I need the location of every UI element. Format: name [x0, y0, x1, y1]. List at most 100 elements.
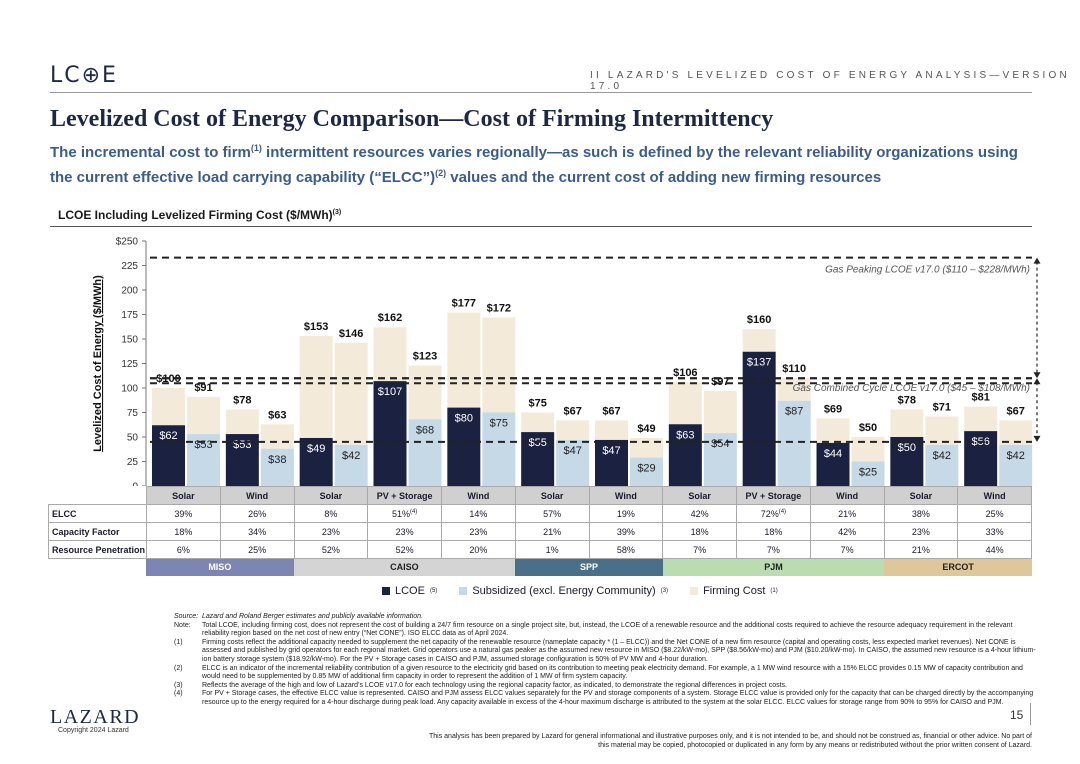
metrics-corner-cell: [48, 486, 147, 505]
bar-base-label: $62: [159, 430, 177, 442]
region-pjm: PJM: [662, 559, 885, 576]
footnote-text: Lazard and Roland Berger estimates and p…: [202, 613, 424, 620]
bar-firming-unsub: [816, 418, 850, 443]
bar-firming-unsub: [595, 420, 628, 440]
bar-total-label: $81: [971, 392, 989, 404]
bar-firming-unsub: [521, 412, 555, 433]
footnote-row: (2) ELCC is an indicator of the increment…: [174, 665, 1036, 682]
bar-base-label: $107: [378, 386, 402, 398]
y-tick-label: 200: [121, 286, 138, 297]
metrics-cell: 25%: [219, 540, 295, 559]
metrics-cell: 1%: [514, 540, 590, 559]
metrics-cell: 6%: [146, 540, 221, 559]
bar-total-label: $71: [933, 401, 951, 413]
metrics-row-label: Resource Penetration: [48, 540, 147, 559]
bar-lcoe-unsub: [964, 431, 998, 486]
lcoe-logo: LC⊕E: [50, 63, 118, 88]
bar-lcoe-sub: [777, 400, 811, 486]
metrics-cell: 23%: [293, 522, 369, 541]
bar-total-label: $49: [637, 423, 655, 435]
metrics-cell: 33%: [957, 522, 1032, 541]
metrics-cell: 26%: [219, 504, 295, 523]
band-arrow-head-down: [1033, 435, 1041, 442]
y-tick-label: $250: [116, 237, 139, 248]
bar-lcoe-sub: [482, 412, 516, 486]
metrics-cell: 39%: [146, 504, 221, 523]
legend-swatch: [459, 587, 468, 595]
metrics-row: Resource Penetration 6% 25% 52% 52% 20% 1% 58% 7…: [48, 540, 1032, 559]
region-miso: MISO: [146, 559, 294, 576]
y-tick-label: 175: [121, 310, 138, 321]
metrics-cell: 8%: [293, 504, 369, 523]
bar-base-label: $80: [455, 413, 473, 425]
bar-total-label: $63: [268, 409, 286, 421]
bar-base-label: $53: [194, 439, 212, 451]
bar-total-label: $91: [194, 382, 212, 394]
legend-label: Firming Cost: [703, 585, 766, 597]
metrics-row-label: Capacity Factor: [48, 522, 147, 541]
legend-item-lcoe: LCOE (5): [382, 585, 437, 597]
bar-total-label: $153: [304, 321, 328, 333]
bar-lcoe-unsub: [668, 424, 702, 486]
bar-firming-sub: [851, 437, 885, 462]
bar-total-label: $160: [747, 314, 771, 326]
footnote-row: Note: Total LCOE, including firming cost,…: [174, 622, 1036, 639]
footnote-text: Reflects the average of the high and low…: [202, 681, 787, 689]
bar-total-label: $106: [673, 367, 697, 379]
bar-lcoe-unsub: [152, 425, 185, 486]
band-arrow-head-up: [1033, 257, 1041, 264]
bar-base-label: $50: [898, 442, 916, 454]
copyright: Copyright 2024 Lazard: [58, 727, 129, 734]
bar-lcoe-sub: [556, 439, 590, 486]
metrics-cell: 21%: [883, 540, 959, 559]
bar-base-label: $54: [711, 438, 729, 450]
bar-lcoe-unsub: [299, 437, 333, 486]
footnotes: Source: Lazard and Roland Berger estimate…: [174, 613, 1036, 708]
bar-base-label: $29: [637, 463, 655, 475]
bar-lcoe-sub: [334, 444, 368, 486]
bar-base-label: $49: [307, 443, 325, 455]
bar-total-label: $67: [602, 405, 620, 417]
metrics-cell: 25%: [957, 504, 1032, 523]
metrics-cell: 14%: [441, 504, 516, 523]
metrics-cell: 42%: [662, 504, 737, 523]
y-tick-label: 100: [121, 384, 138, 395]
metrics-column-header: Wind: [441, 486, 516, 505]
bar-firming-sub: [260, 424, 294, 449]
y-tick-label: 50: [127, 433, 139, 444]
bar-firming-unsub: [964, 406, 998, 432]
bar-total-label: $172: [487, 302, 511, 314]
metrics-cell: 52%: [293, 540, 369, 559]
bar-firming-sub: [187, 396, 220, 435]
disclaimer: This analysis has been prepared by Lazar…: [428, 733, 1032, 749]
chart-legend: LCOE (5) Subsidized (excl. Energy Communit…: [382, 585, 778, 597]
metrics-cell-footnote: (4): [409, 508, 418, 515]
subtitle-sup-2: (2): [435, 168, 447, 178]
bar-lcoe-unsub: [816, 442, 850, 486]
bar-total-label: $146: [339, 328, 363, 340]
bar-total-label: $78: [898, 395, 916, 407]
metrics-cell: 23%: [441, 522, 516, 541]
bar-firming-sub: [999, 420, 1033, 445]
metrics-cell: 19%: [588, 504, 664, 523]
region-spp: SPP: [515, 559, 663, 576]
metrics-cell: 51%(4): [367, 504, 442, 523]
bar-firming-unsub: [447, 312, 481, 408]
bar-firming-unsub: [742, 329, 776, 352]
bar-lcoe-sub: [260, 448, 294, 486]
bar-lcoe-sub: [925, 444, 959, 486]
metrics-cell: 57%: [514, 504, 590, 523]
metrics-cell: 38%: [883, 504, 959, 523]
metrics-column-header: Wind: [809, 486, 885, 505]
metrics-cell: 42%: [809, 522, 885, 541]
metrics-column-header: PV + Storage: [736, 486, 811, 505]
legend-footnote: (1): [770, 588, 778, 594]
bar-base-label: $42: [1006, 450, 1024, 462]
legend-swatch: [382, 587, 390, 595]
page-subtitle: The incremental cost to firm(1) intermit…: [50, 138, 1030, 188]
footnote-row: (1) Firming costs reflect the additional …: [174, 639, 1036, 665]
legend-label: LCOE: [395, 585, 425, 597]
metrics-cell: 34%: [219, 522, 295, 541]
metrics-cell: 7%: [736, 540, 811, 559]
metrics-cell: 18%: [146, 522, 221, 541]
